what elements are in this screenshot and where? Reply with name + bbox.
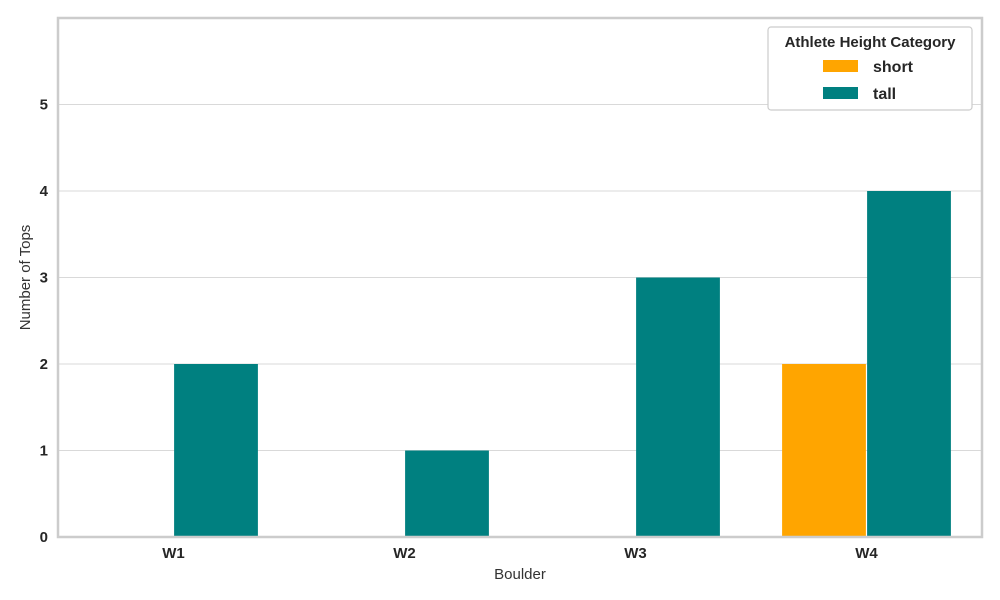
x-tick-label: W1 <box>162 545 185 562</box>
bars <box>174 191 951 537</box>
legend-label-tall: tall <box>873 86 896 103</box>
x-tick-labels: W1 W2 W3 W4 <box>162 545 878 562</box>
y-tick-label: 2 <box>40 356 48 373</box>
legend: Athlete Height Category short tall <box>767 26 973 111</box>
y-tick-label: 4 <box>40 183 49 200</box>
legend-entries: short tall <box>823 59 914 103</box>
bar-tall-W3 <box>636 277 720 537</box>
bar-tall-W1 <box>174 364 258 537</box>
y-tick-label: 3 <box>40 270 48 287</box>
x-tick-label: W2 <box>393 545 416 562</box>
bar-short-W4 <box>782 364 866 537</box>
bar-tall-W2 <box>405 450 489 537</box>
legend-box <box>767 26 973 111</box>
legend-title: Athlete Height Category <box>785 34 957 51</box>
x-tick-label: W3 <box>624 545 647 562</box>
legend-swatch-tall <box>823 87 858 99</box>
y-tick-labels: 0 1 2 3 4 5 <box>40 97 49 547</box>
y-tick-label: 1 <box>40 443 48 460</box>
y-axis-label: Number of Tops <box>17 225 34 331</box>
legend-label-short: short <box>873 59 914 76</box>
x-axis-label: Boulder <box>494 566 546 583</box>
plot-frame <box>56 16 984 539</box>
bar-tall-W4 <box>867 191 951 537</box>
y-tick-label: 5 <box>40 97 48 114</box>
legend-swatch-short <box>823 60 858 72</box>
y-tick-label: 0 <box>40 529 48 546</box>
x-tick-label: W4 <box>855 545 878 562</box>
